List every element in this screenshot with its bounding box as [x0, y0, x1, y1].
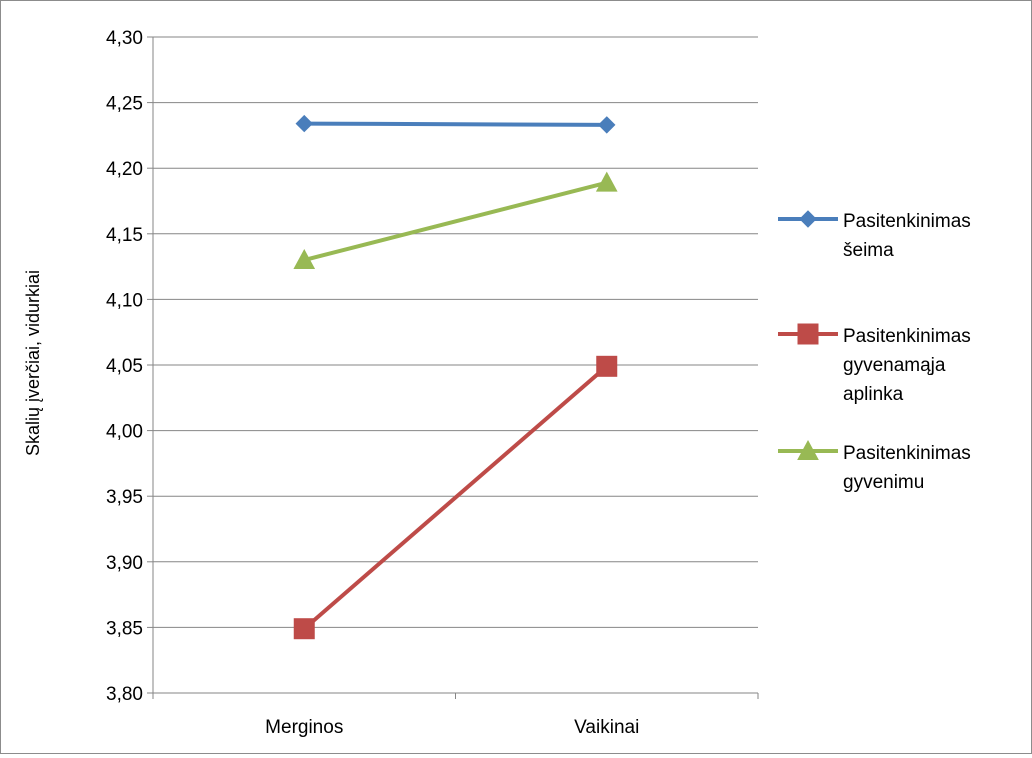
series-line — [302, 364, 609, 631]
legend: Pasitenkinimas šeima Pasitenkinimas gyvenam… — [778, 210, 971, 493]
y-tick-label: 4,10 — [106, 290, 143, 311]
legend-marker-diamond — [799, 210, 817, 228]
series-group — [293, 114, 618, 640]
axes — [147, 36, 759, 699]
legend-item-2: Pasitenkinimas gyvenamąja aplinka — [778, 323, 971, 405]
data-point-square — [293, 618, 315, 640]
data-point-triangle — [293, 248, 316, 270]
series-1 — [295, 114, 616, 134]
legend-label: Pasitenkinimas — [843, 443, 971, 464]
series-line — [304, 121, 607, 127]
y-tick-label: 3,95 — [106, 487, 143, 508]
legend-marker-triangle — [797, 439, 819, 460]
legend-label: gyvenimu — [843, 472, 924, 493]
legend-marker-square — [797, 323, 819, 345]
data-point-square — [596, 355, 618, 377]
legend-label: Pasitenkinimas — [843, 211, 971, 232]
data-point-diamond — [295, 114, 313, 133]
legend-item-3: Pasitenkinimas gyvenimu — [778, 439, 971, 493]
series-3 — [293, 171, 618, 270]
y-tick-label: 3,85 — [106, 618, 143, 639]
gridlines — [153, 36, 758, 628]
legend-label: šeima — [843, 240, 894, 261]
x-tick-label: Merginos — [265, 717, 343, 738]
series-line — [303, 180, 608, 262]
series-2 — [293, 355, 618, 640]
x-tick-label: Vaikinai — [574, 717, 639, 738]
legend-label: Pasitenkinimas — [843, 326, 971, 347]
y-tick-label: 4,15 — [106, 225, 143, 246]
legend-item-1: Pasitenkinimas šeima — [778, 210, 971, 261]
x-tick-labels: Merginos Vaikinai — [265, 717, 639, 738]
legend-label: gyvenamąja — [843, 355, 946, 376]
data-point-diamond — [598, 116, 616, 134]
y-tick-label: 4,05 — [106, 356, 143, 377]
legend-label: aplinka — [843, 384, 904, 405]
y-tick-label: 3,80 — [106, 684, 143, 705]
y-tick-label: 3,90 — [106, 553, 143, 574]
y-axis-label: Skalių įverčiai, vidurkiai — [23, 270, 43, 456]
y-tick-label: 4,25 — [106, 94, 143, 115]
y-tick-label: 4,20 — [106, 159, 143, 180]
y-tick-labels: 3,80 3,85 3,90 3,95 4,00 4,05 4,10 4,15 4,20 4,25… — [106, 28, 143, 705]
y-tick-label: 4,00 — [106, 422, 143, 443]
y-tick-label: 4,30 — [106, 28, 143, 49]
data-point-triangle — [595, 171, 618, 192]
